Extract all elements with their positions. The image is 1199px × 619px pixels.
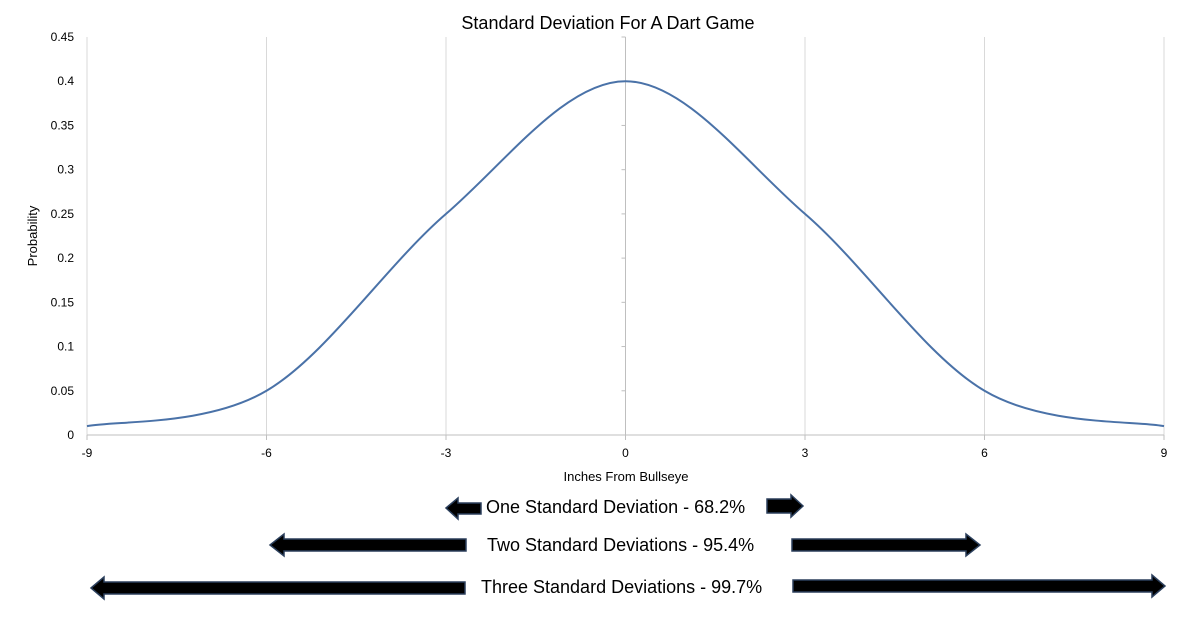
three-sd-right-arrow [792, 573, 1167, 599]
y-tick-label: 0.15 [51, 295, 75, 309]
three-sd-left-arrow [89, 575, 466, 601]
x-tick-label: -3 [441, 446, 452, 460]
y-tick-label: 0.05 [51, 384, 75, 398]
chart-title: Standard Deviation For A Dart Game [461, 13, 754, 33]
x-tick-label: -6 [261, 446, 272, 460]
x-tick-label: 9 [1161, 446, 1168, 460]
axes: 0 0.05 0.1 0.15 0.2 0.25 0.3 0.35 0.4 0.45 -9 -6 -3 0… [51, 30, 1168, 460]
y-tick-label: 0.1 [57, 340, 74, 354]
series-layer [86, 80, 1165, 428]
one-sd-right-arrow [766, 493, 805, 519]
x-tick-label: 0 [622, 446, 629, 460]
y-axis-title: Probability [25, 205, 40, 266]
x-tick-label: 6 [981, 446, 988, 460]
series-line [86, 80, 1165, 428]
one-sd-left-arrow [444, 496, 482, 521]
y-tick-label: 0 [67, 428, 74, 442]
y-tick-label: 0.4 [57, 74, 74, 88]
one-sd-label: One Standard Deviation - 68.2% [486, 497, 746, 517]
two-sd-right-arrow [791, 532, 982, 558]
two-sd-left-arrow [268, 532, 467, 558]
x-tick-label: -9 [82, 446, 93, 460]
y-tick-label: 0.3 [57, 163, 74, 177]
y-tick-label: 0.45 [51, 30, 75, 44]
two-sd-label: Two Standard Deviations - 95.4% [487, 535, 755, 555]
three-sd-label: Three Standard Deviations - 99.7% [481, 577, 763, 597]
y-tick-label: 0.35 [51, 118, 75, 132]
y-tick-label: 0.25 [51, 207, 75, 221]
x-axis-title: Inches From Bullseye [564, 469, 689, 484]
y-tick-label: 0.2 [57, 251, 74, 265]
x-tick-label: 3 [802, 446, 809, 460]
sd-arrows [89, 493, 1167, 601]
